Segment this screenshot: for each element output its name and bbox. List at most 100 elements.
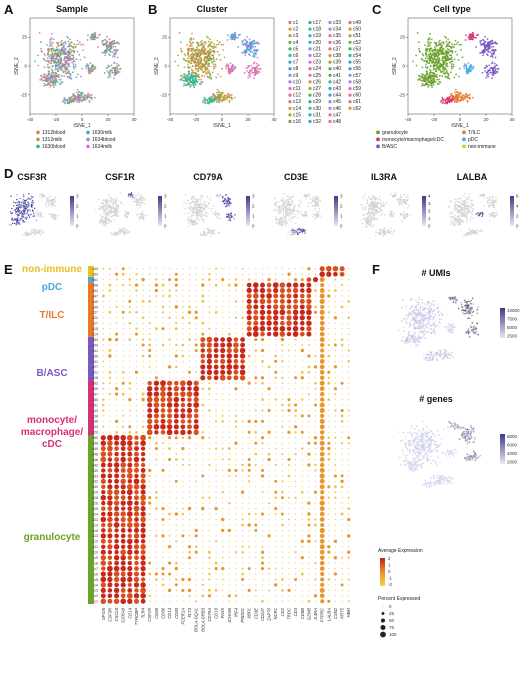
feature-point	[276, 201, 278, 203]
tsne-point	[43, 73, 45, 76]
tsne-point	[199, 60, 202, 63]
feature-point	[312, 199, 314, 201]
gene-feature-plots: CSF3R0123CSF1R0123CD79A0123CD3E0123IL3RA…	[8, 172, 519, 237]
feature-point	[371, 205, 374, 207]
tsne-point	[424, 74, 427, 77]
tsne-point	[109, 44, 111, 47]
feature-point	[25, 207, 28, 209]
tsne-point	[466, 99, 469, 102]
tsne-point	[453, 43, 456, 46]
feature-point	[407, 194, 409, 196]
cluster-legend-entry: c59	[353, 86, 361, 92]
feature-point	[280, 206, 282, 208]
feature-point	[11, 207, 13, 210]
feature-point	[281, 224, 283, 227]
feature-point	[140, 214, 142, 216]
tsne-point	[458, 75, 460, 78]
tsne-point	[77, 101, 80, 103]
cluster-legend-entry: c48	[333, 119, 341, 125]
tsne-point	[52, 82, 54, 85]
tsne-point	[443, 66, 446, 69]
feature-point	[13, 219, 15, 221]
tsne-point	[93, 67, 96, 70]
feature-point	[214, 211, 217, 213]
tsne-point	[447, 42, 450, 45]
feature-point	[192, 214, 195, 217]
cluster-legend-marker	[308, 60, 312, 64]
feature-point	[197, 203, 199, 206]
tsne-point	[243, 71, 246, 74]
feature-point	[103, 204, 106, 206]
cluster-legend-marker	[288, 60, 292, 64]
tsne-point	[65, 73, 68, 75]
tsne-point	[208, 62, 211, 65]
tsne-point	[81, 91, 84, 94]
feature-point	[25, 218, 28, 220]
cluster-legend-entry: c42	[333, 79, 341, 85]
feature-point	[189, 216, 191, 219]
tsne-point	[461, 56, 464, 59]
gene-title: CD79A	[193, 172, 223, 182]
tsne-point	[75, 101, 78, 103]
tsne-point	[470, 33, 473, 35]
tsne-point	[94, 36, 96, 38]
feature-point	[124, 214, 126, 217]
feature-point	[318, 204, 320, 206]
feature-point	[110, 202, 112, 204]
tsne-point	[194, 60, 197, 63]
feature-point	[106, 205, 109, 207]
feature-point	[190, 220, 192, 222]
tsne-point	[211, 45, 214, 48]
tsne-point	[209, 48, 212, 51]
tsne-point	[93, 96, 96, 99]
tsne-point	[47, 78, 50, 80]
feature-point	[372, 219, 374, 221]
tsne-point	[48, 67, 50, 69]
cluster-legend-entry: c62	[353, 106, 361, 112]
feature-point	[368, 220, 370, 222]
feature-point	[110, 211, 113, 214]
feature-point	[218, 214, 220, 217]
tsne-point	[427, 80, 429, 82]
tsne-point	[472, 36, 474, 38]
feature-point	[381, 209, 383, 212]
tsne-point	[50, 42, 53, 45]
tsne-point	[467, 68, 470, 70]
feature-point	[191, 197, 193, 200]
feature-point	[285, 209, 287, 212]
legend-entry: 1630milk	[92, 130, 113, 136]
tsne-point	[432, 83, 435, 86]
tsne-point	[42, 79, 45, 82]
cluster-legend-entry: c38	[333, 53, 341, 59]
feature-point	[370, 220, 372, 223]
tsne-point	[40, 74, 42, 77]
tsne-point	[258, 42, 260, 45]
feature-point	[375, 235, 377, 237]
feature-point	[21, 205, 23, 207]
feature-point	[222, 197, 224, 199]
panel-label-c: C	[372, 2, 382, 17]
feature-point	[16, 213, 18, 216]
feature-point	[140, 199, 142, 201]
expression-colorbar	[70, 196, 74, 226]
feature-point	[106, 214, 109, 217]
tsne-point	[486, 65, 489, 68]
colorbar-tick-label: 2	[164, 204, 167, 209]
feature-point	[107, 194, 110, 196]
tsne-point	[192, 38, 195, 40]
tsne-point	[451, 43, 453, 45]
tsne-point	[206, 75, 209, 78]
feature-point	[204, 211, 206, 213]
cluster-legend-marker	[348, 60, 352, 64]
tsne-point	[222, 98, 225, 101]
tsne-point	[198, 48, 201, 51]
tsne-point	[60, 64, 63, 67]
tsne-point	[211, 71, 214, 74]
feature-point	[31, 209, 34, 211]
feature-point	[20, 205, 22, 207]
tsne-point	[247, 76, 250, 79]
feature-point	[375, 231, 377, 233]
feature-point	[191, 216, 193, 218]
cluster-legend-marker	[308, 119, 312, 124]
tsne-point	[73, 45, 76, 48]
